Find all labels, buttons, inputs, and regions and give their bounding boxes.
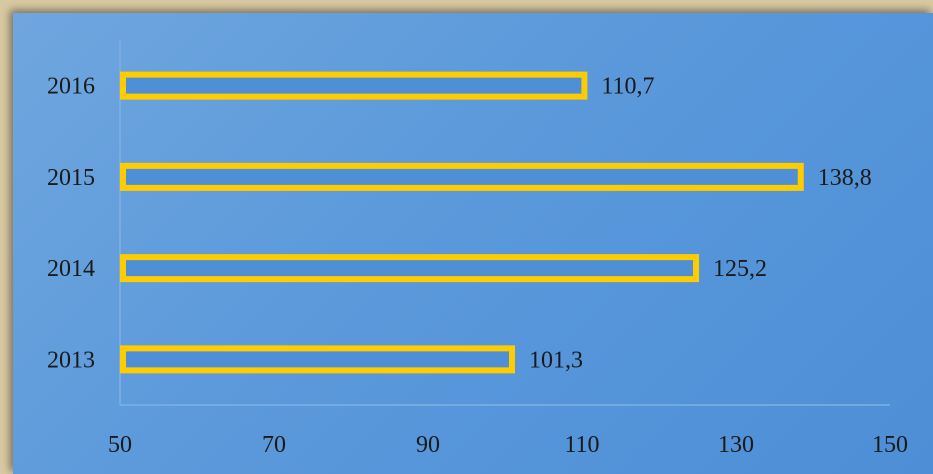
x-tick-label: 150 [872,432,908,458]
data-label-2014: 125,2 [713,256,767,282]
bar-2013 [120,345,516,374]
data-label-2015: 138,8 [818,165,872,191]
category-label-2016: 2016 [47,74,95,100]
axes: 50 70 90 110 130 150 [108,40,908,458]
x-tick-label: 90 [416,432,440,458]
x-tick-label: 110 [564,432,599,458]
labels: 2016 110,7 2015 138,8 2014 125,2 2013 101,3 [47,74,872,374]
bar-2016 [120,71,588,100]
data-label-2013: 101,3 [529,347,583,373]
bar-2014 [120,254,700,283]
category-label-2015: 2015 [47,165,95,191]
x-tick-label: 130 [718,432,754,458]
bars [120,71,804,374]
data-label-2016: 110,7 [601,74,654,100]
x-tick-label: 50 [108,432,132,458]
bar-2015 [120,162,804,191]
x-tick-label: 70 [262,432,286,458]
category-label-2014: 2014 [47,256,95,282]
category-label-2013: 2013 [47,347,95,373]
